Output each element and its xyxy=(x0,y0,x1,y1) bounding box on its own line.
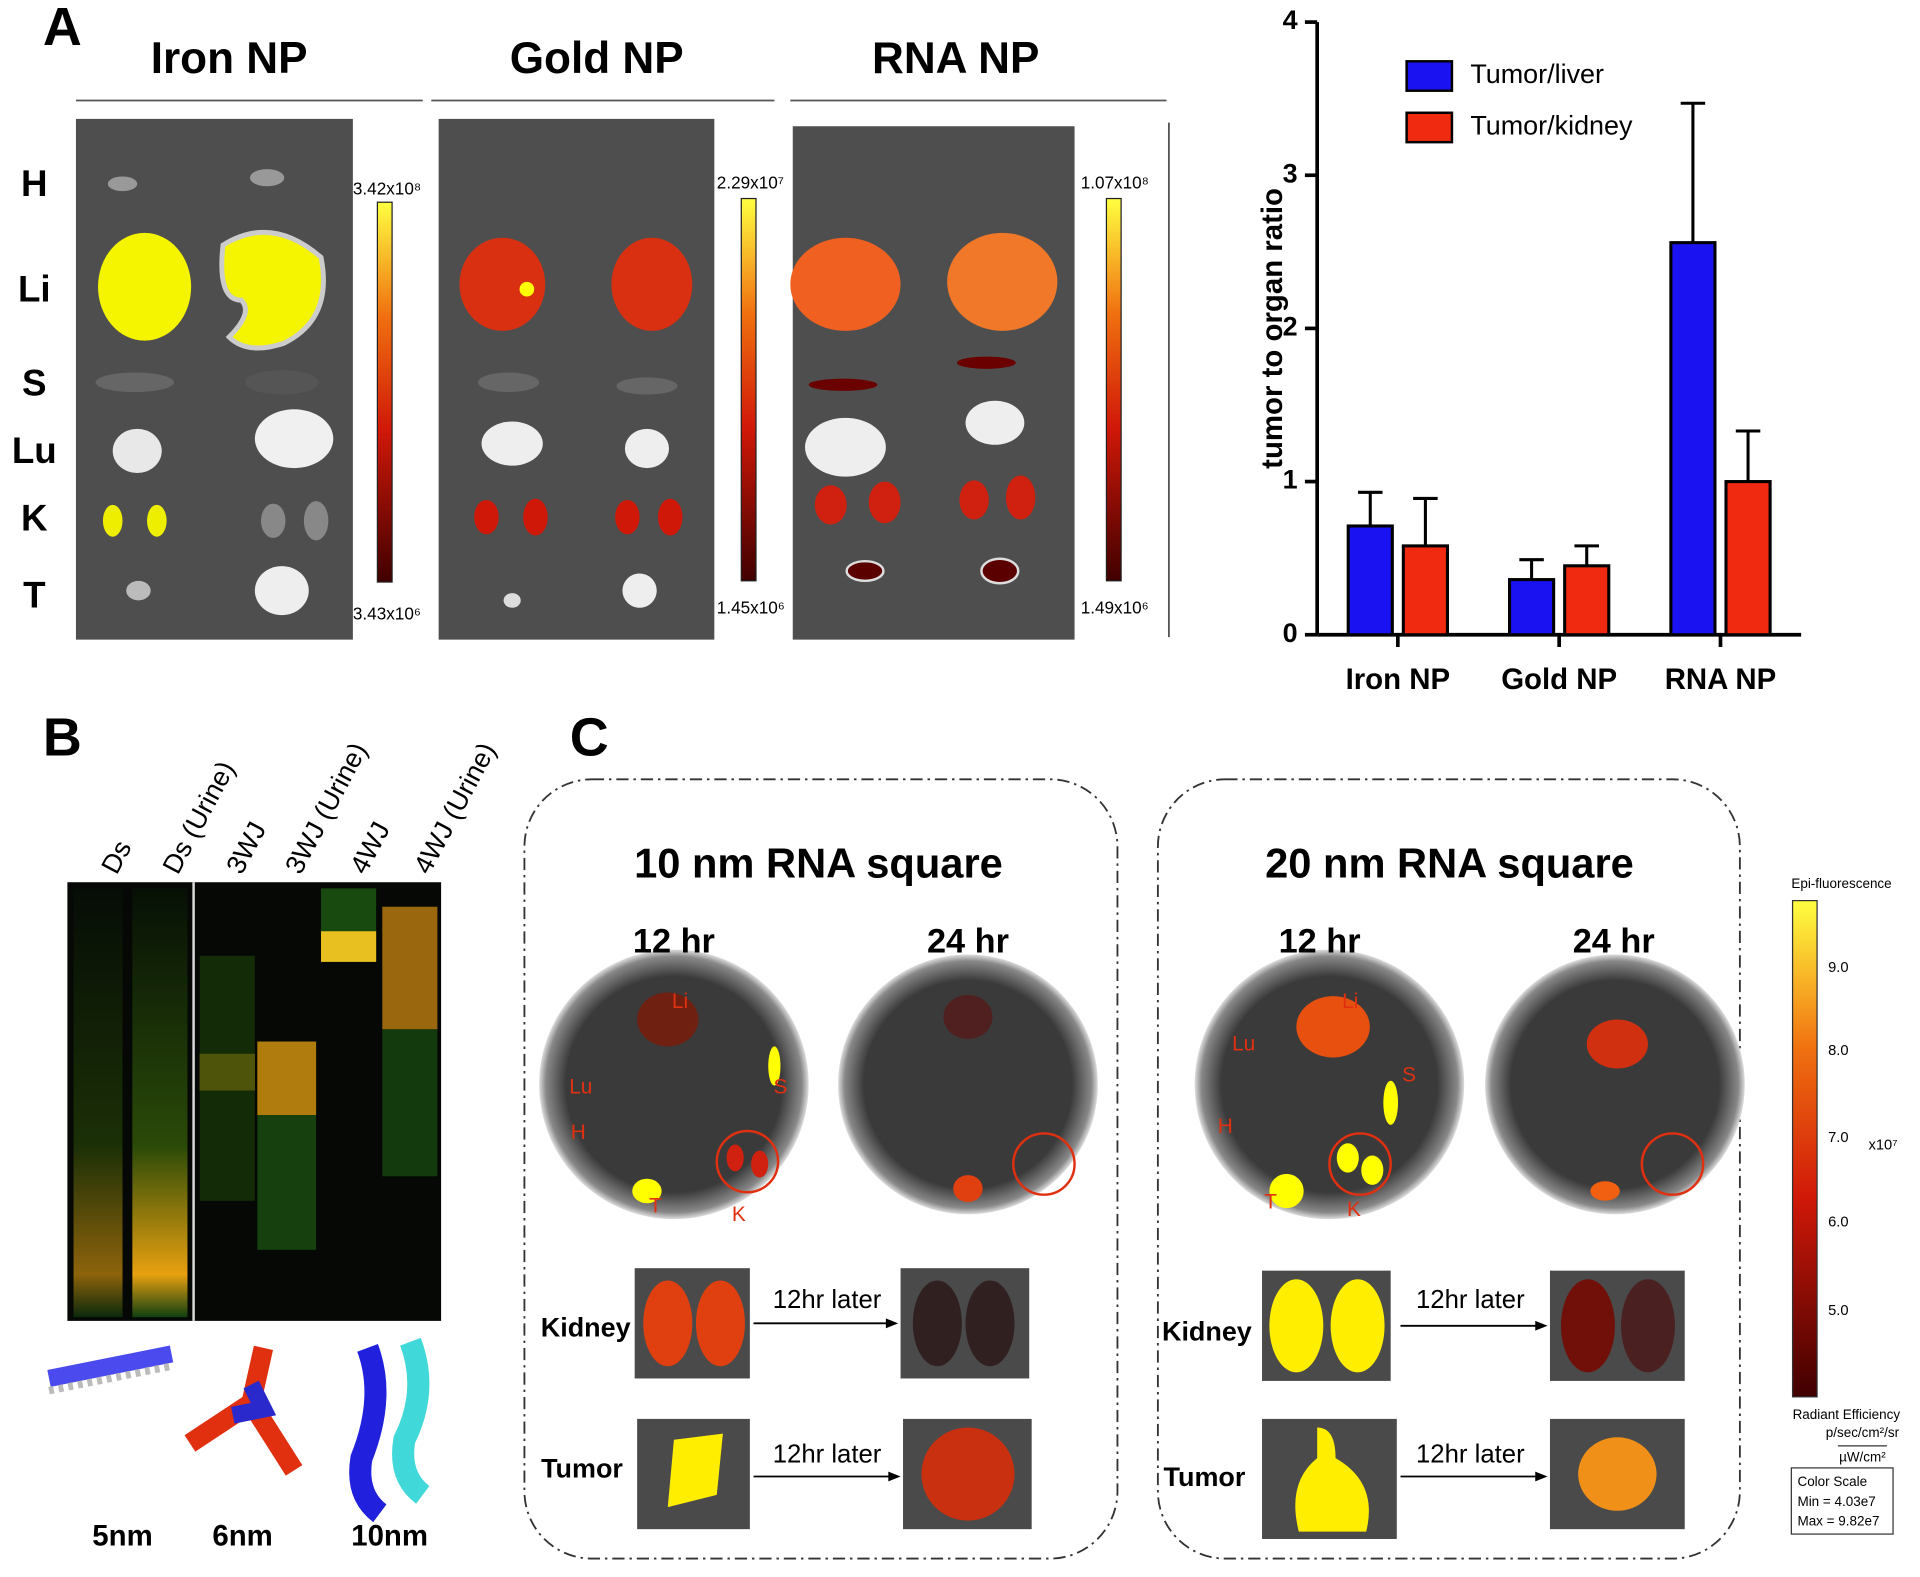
time-label: 12 hr xyxy=(633,923,715,961)
organ-label: Li xyxy=(672,990,688,1013)
organ-label: T xyxy=(1264,1191,1277,1214)
bar xyxy=(1346,524,1394,637)
organ-label: K xyxy=(21,497,48,538)
scale-line: Min = 4.03e7 xyxy=(1797,1494,1875,1509)
bar xyxy=(1508,578,1556,637)
organ-images xyxy=(75,99,1170,640)
legend-label: Tumor/liver xyxy=(1470,59,1604,89)
time-label: 24 hr xyxy=(1573,923,1655,961)
bar xyxy=(1401,544,1449,637)
group-title: Gold NP xyxy=(510,34,684,83)
bar xyxy=(1669,241,1717,637)
bar xyxy=(1724,480,1772,637)
organ-label: H xyxy=(21,163,48,204)
scale-line: Color Scale xyxy=(1797,1474,1867,1489)
box-title: 20 nm RNA square xyxy=(1265,839,1634,886)
organ-label: H xyxy=(1218,1115,1233,1138)
colorbar-tick: 8.0 xyxy=(1828,1043,1848,1059)
unit-title: Radiant Efficiency xyxy=(1793,1407,1901,1422)
lane-label: Ds xyxy=(95,835,137,878)
panel-label: A xyxy=(43,0,82,57)
organ-label: K xyxy=(1347,1198,1361,1221)
organ-label: S xyxy=(774,1076,788,1099)
colorbar-exponent: x10⁷ xyxy=(1869,1138,1898,1154)
row-label: Tumor xyxy=(1164,1462,1246,1492)
y-tick-label: 4 xyxy=(1283,5,1298,35)
organ-label: H xyxy=(571,1121,586,1144)
x-tick-label: Iron NP xyxy=(1346,663,1451,696)
scale-max: 3.42x10⁸ xyxy=(353,178,421,198)
scale-line: Max = 9.82e7 xyxy=(1797,1513,1879,1528)
organ-label: Lu xyxy=(1232,1033,1255,1056)
organ-label: T xyxy=(649,1194,662,1217)
legend-label: Tumor/kidney xyxy=(1470,111,1633,141)
y-tick-label: 0 xyxy=(1283,618,1298,648)
row-label: Kidney xyxy=(541,1313,631,1343)
organ-label: Lu xyxy=(569,1076,592,1099)
imaging-panels xyxy=(523,778,1894,1560)
group-title: Iron NP xyxy=(151,34,308,83)
arrow-label: 12hr later xyxy=(773,1440,882,1468)
size-label: 10nm xyxy=(351,1520,428,1553)
y-tick-label: 2 xyxy=(1283,312,1298,342)
panel-label: C xyxy=(570,708,609,768)
time-label: 12 hr xyxy=(1279,923,1361,961)
row-label: Kidney xyxy=(1162,1316,1252,1346)
lane-label: 4WJ xyxy=(344,817,396,879)
organ-label: T xyxy=(23,575,46,616)
colorbar-tick: 6.0 xyxy=(1828,1215,1848,1231)
scale-max: 1.07x10⁸ xyxy=(1081,172,1149,192)
unit-num: p/sec/cm²/sr xyxy=(1826,1425,1900,1440)
gel-image xyxy=(47,882,442,1523)
organ-label: Lu xyxy=(12,430,57,471)
unit-den: µW/cm² xyxy=(1839,1450,1886,1465)
organ-label: Li xyxy=(1342,990,1358,1013)
size-label: 5nm xyxy=(92,1520,152,1553)
row-label: Tumor xyxy=(541,1453,623,1483)
group-title: RNA NP xyxy=(872,34,1039,83)
y-axis-label: tumor to organ ratio xyxy=(1256,188,1289,469)
organ-label: K xyxy=(732,1203,746,1226)
scale-min: 3.43x10⁶ xyxy=(353,604,421,624)
organ-label: S xyxy=(22,363,47,404)
scale-min: 1.49x10⁶ xyxy=(1081,598,1149,618)
arrow-label: 12hr later xyxy=(773,1286,882,1314)
colorbar-title: Epi-fluorescence xyxy=(1791,876,1891,891)
scale-max: 2.29x10⁷ xyxy=(717,172,784,192)
box-title: 10 nm RNA square xyxy=(634,839,1003,886)
scale-min: 1.45x10⁶ xyxy=(717,598,785,618)
lane-label: 4WJ (Urine) xyxy=(408,738,502,879)
arrow-label: 12hr later xyxy=(1416,1286,1525,1314)
x-tick-label: Gold NP xyxy=(1501,663,1617,696)
panel-label: B xyxy=(43,708,82,768)
y-tick-label: 1 xyxy=(1283,465,1298,495)
lane-label: 3WJ xyxy=(220,817,272,879)
legend-swatch xyxy=(1405,111,1454,144)
y-tick-label: 3 xyxy=(1283,158,1298,188)
colorbar-tick: 7.0 xyxy=(1828,1130,1848,1146)
colorbar-tick: 5.0 xyxy=(1828,1303,1848,1319)
bar xyxy=(1563,564,1611,637)
time-label: 24 hr xyxy=(927,923,1009,961)
arrow-label: 12hr later xyxy=(1416,1440,1525,1468)
legend-swatch xyxy=(1405,60,1454,92)
organ-label: Li xyxy=(18,268,51,309)
colorbar-tick: 9.0 xyxy=(1828,960,1848,976)
size-label: 6nm xyxy=(212,1520,272,1553)
x-tick-label: RNA NP xyxy=(1665,663,1777,696)
organ-label: S xyxy=(1402,1063,1416,1086)
